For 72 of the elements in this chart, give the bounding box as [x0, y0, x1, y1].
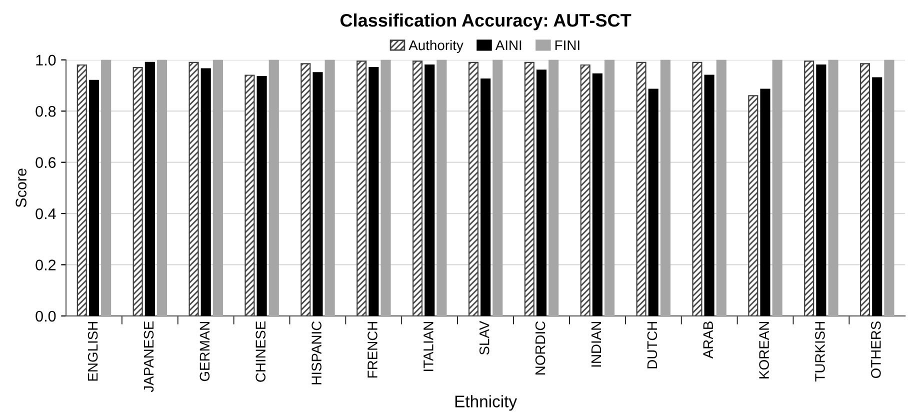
bar: [324, 60, 335, 316]
bar: [748, 95, 758, 316]
bar: [480, 78, 491, 316]
bar: [828, 60, 838, 316]
bar: [424, 64, 435, 316]
bar: [356, 60, 367, 316]
legend-label: FINI: [555, 40, 580, 50]
bar: [592, 73, 602, 316]
x-tick-label: HISPANIC: [312, 321, 322, 384]
bar: [760, 88, 770, 316]
bar: [101, 60, 112, 316]
bar: [88, 80, 100, 316]
bar: [368, 67, 379, 316]
bar: [200, 68, 211, 316]
x-tick-label: SLAV: [479, 320, 490, 355]
bar: [804, 60, 814, 316]
bar: [492, 60, 503, 316]
bar: [524, 62, 534, 316]
x-tick-label: CHINESE: [256, 321, 266, 382]
bar: [704, 74, 714, 316]
x-tick-label: TURKISH: [815, 322, 825, 382]
bar: [816, 64, 826, 316]
y-tick-label: 0.2: [36, 260, 56, 270]
bar: [660, 60, 670, 316]
bar: [536, 70, 547, 316]
bar: [468, 62, 478, 316]
bar: [300, 63, 311, 316]
x-tick-label: NORDIC: [535, 321, 546, 374]
bar: [772, 60, 782, 316]
bar: [548, 60, 559, 316]
x-tick-label: FRENCH: [368, 322, 378, 378]
x-tick-label: ENGLISH: [88, 322, 98, 381]
bar: [436, 60, 447, 316]
x-tick-label: KOREAN: [759, 322, 769, 378]
bar: [716, 60, 726, 316]
bar: [580, 64, 590, 316]
y-tick-label: 0.0: [36, 310, 56, 322]
chart-title: Classification Accuracy: AUT-SCT: [340, 13, 632, 30]
bar: [144, 62, 155, 316]
x-tick-label: GERMAN: [200, 322, 210, 382]
bar: [312, 72, 323, 316]
x-tick-label: ITALIAN: [424, 322, 434, 371]
y-tick-label: 0.4: [36, 208, 56, 220]
y-tick-label: 0.8: [36, 106, 56, 117]
legend-label: Authority: [408, 40, 464, 53]
bar: [212, 60, 223, 316]
bar: [380, 60, 391, 316]
y-axis-title: Score: [16, 168, 26, 208]
bar: [860, 63, 870, 316]
bar: [268, 60, 279, 316]
bar: [156, 60, 168, 316]
bar: [872, 77, 882, 316]
bar: [188, 62, 199, 316]
y-tick-label: 0.6: [36, 157, 56, 168]
x-axis-title: Ethnicity: [455, 395, 518, 411]
bar: [692, 62, 702, 316]
bar: [636, 62, 646, 316]
x-tick-label: ARAB: [703, 322, 713, 359]
bar: [884, 60, 894, 316]
legend-label: AINI: [495, 40, 522, 50]
x-tick-label: JAPANESE: [144, 321, 154, 392]
x-tick-label: OTHERS: [871, 321, 881, 378]
y-tick-label: 1.0: [36, 54, 56, 66]
bar: [76, 64, 87, 316]
bar: [256, 76, 267, 316]
bar: [648, 88, 658, 316]
bar: [132, 67, 143, 316]
x-tick-label: DUTCH: [647, 322, 658, 368]
bar: [604, 60, 615, 316]
bar: [244, 74, 255, 316]
bar: [412, 60, 423, 316]
x-tick-label: INDIAN: [591, 322, 602, 367]
